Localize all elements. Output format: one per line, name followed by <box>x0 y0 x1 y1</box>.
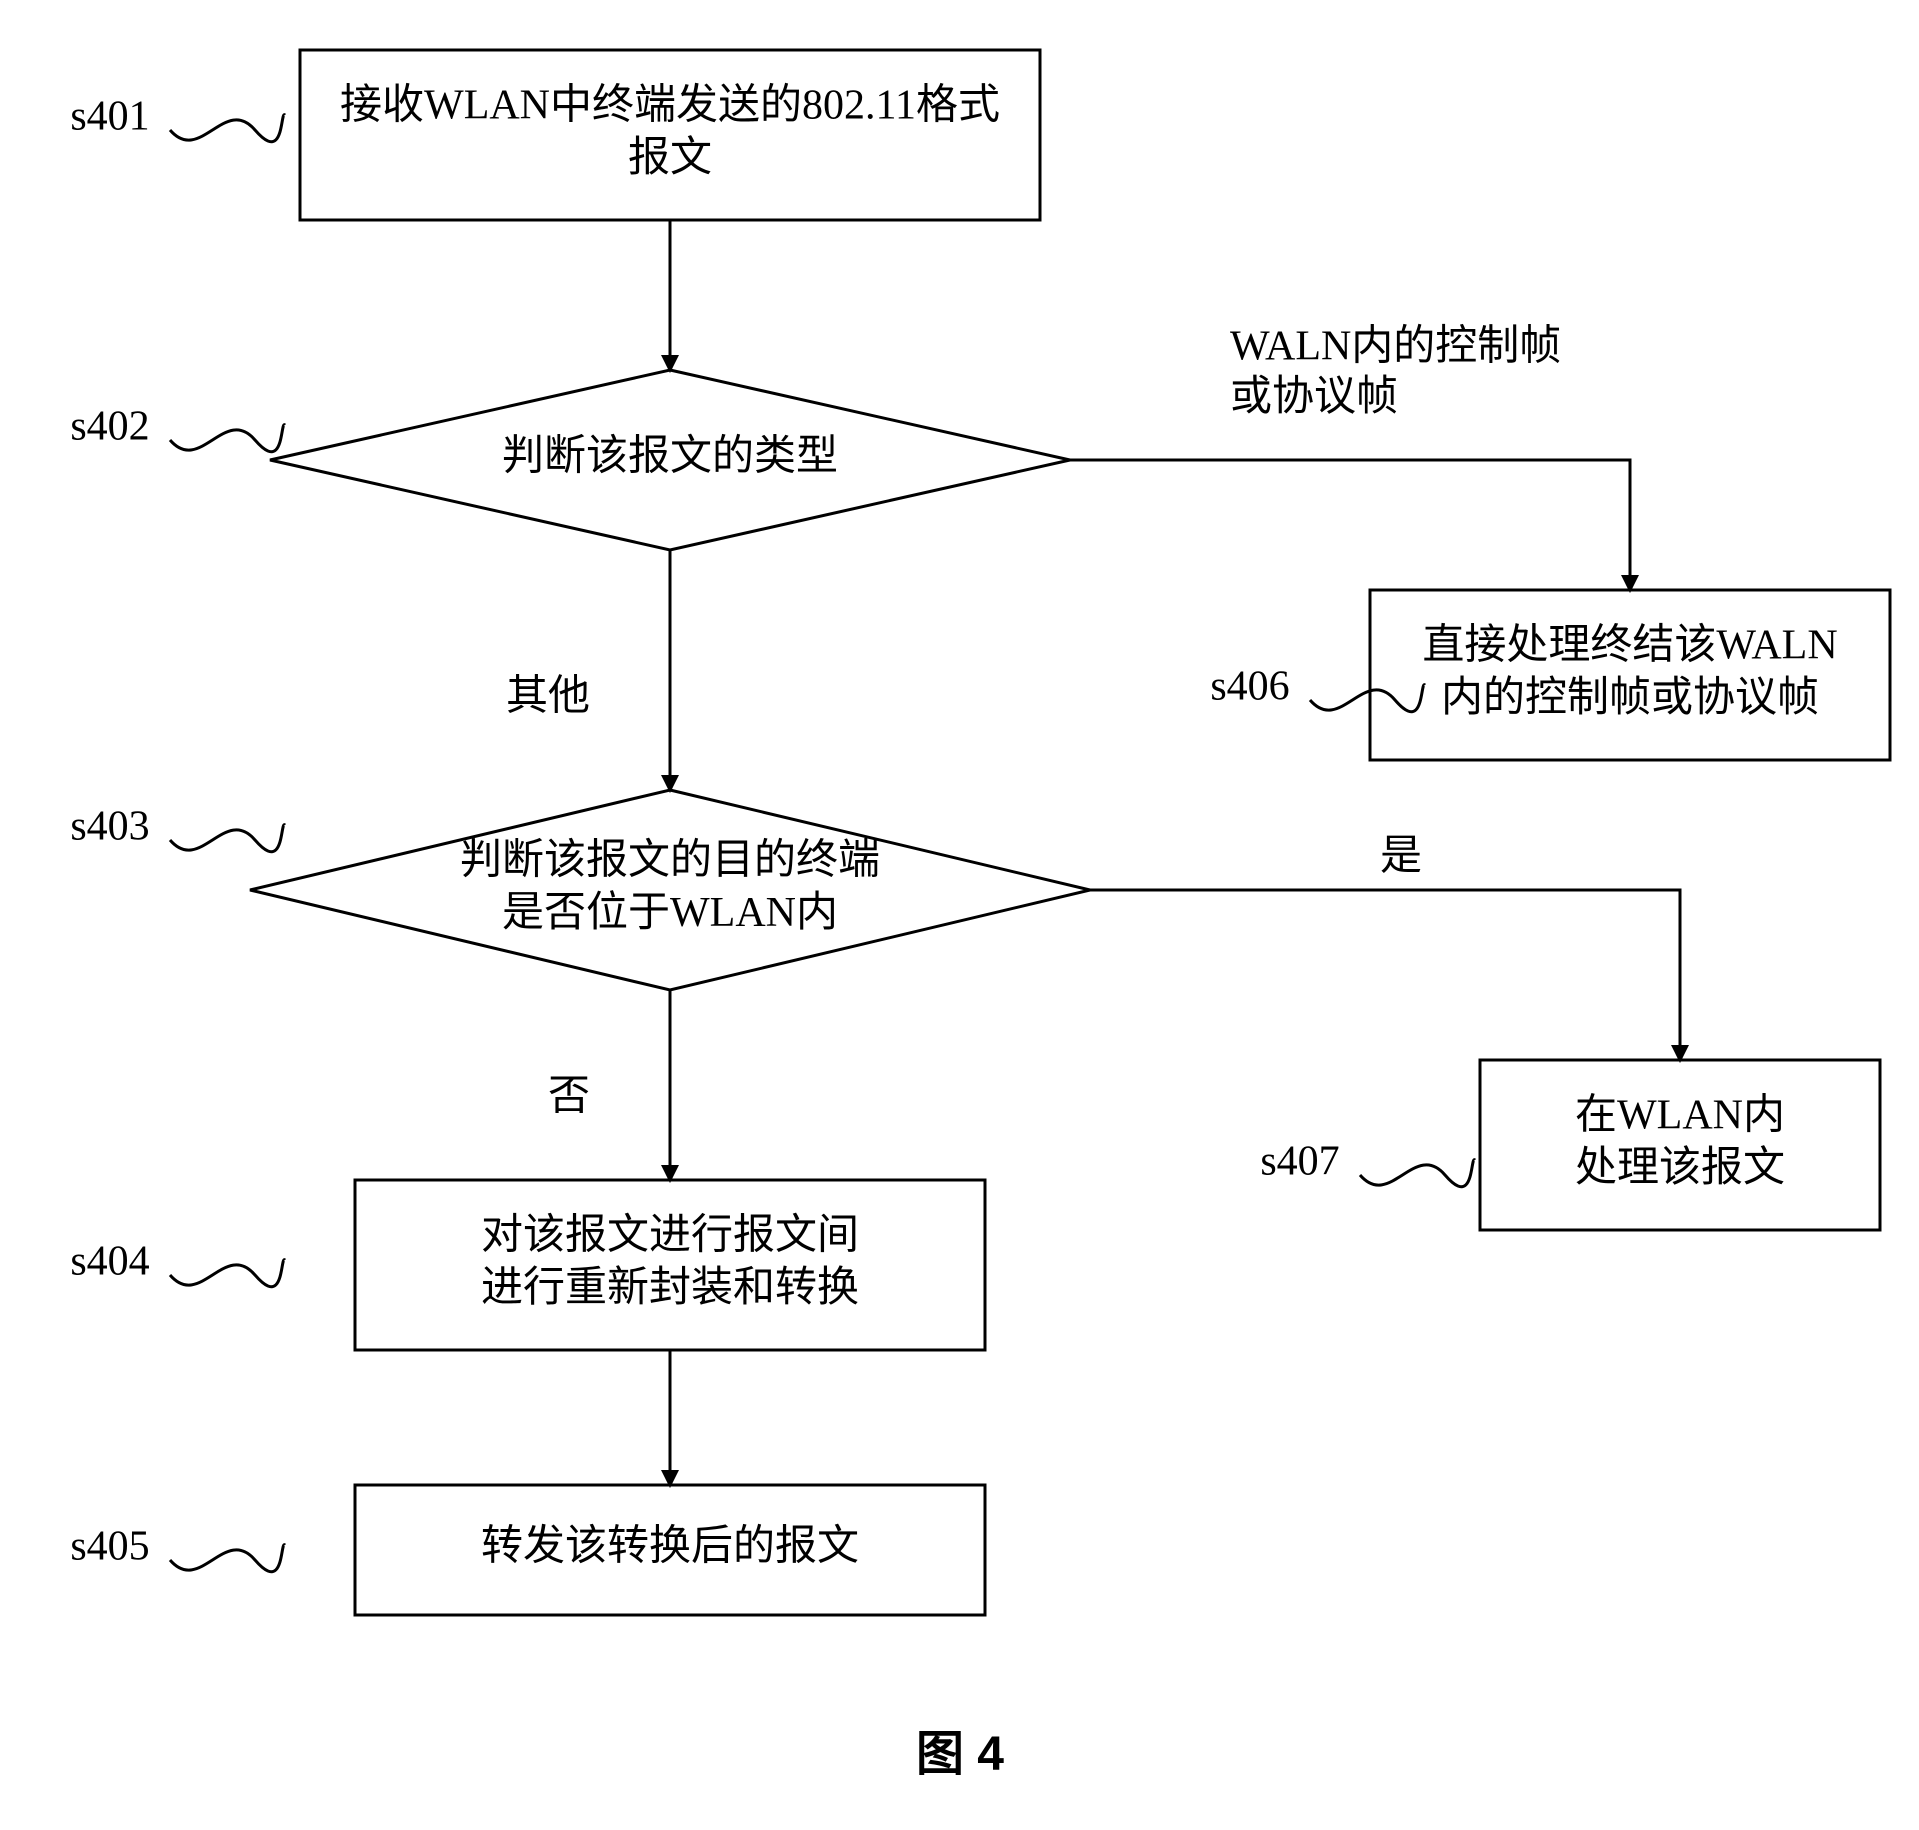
step-label-s406: s406 <box>1210 664 1289 710</box>
step-label-s403: s403 <box>70 804 149 850</box>
edge-label-4-line2: 或协议帧 <box>1230 374 1398 420</box>
node-text-s407-line1: 处理该报文 <box>1575 1144 1785 1191</box>
node-text-s401-line0: 接收WLAN中终端发送的802.11格式 <box>340 82 1000 128</box>
node-text-s401-line1: 报文 <box>628 134 712 181</box>
flowchart-diagram: 接收WLAN中终端发送的802.11格式报文判断该报文的类型判断该报文的目的终端… <box>0 0 1919 1830</box>
step-squiggle-s406 <box>1310 685 1425 712</box>
step-label-s402: s402 <box>70 404 149 450</box>
node-text-s402-line0: 判断该报文的类型 <box>502 433 838 480</box>
node-text-s403-line1: 是否位于WLAN内 <box>502 889 838 936</box>
node-text-s406-line0: 直接处理终结该WALN <box>1422 622 1837 668</box>
step-squiggle-s405 <box>170 1545 285 1572</box>
step-squiggle-s402 <box>170 425 285 452</box>
edge-5 <box>1090 890 1680 1060</box>
node-text-s403-line0: 判断该报文的目的终端 <box>460 836 880 883</box>
edge-label-5: 是 <box>1380 834 1422 880</box>
step-squiggle-s401 <box>170 115 285 142</box>
step-label-s407: s407 <box>1260 1139 1339 1185</box>
figure-label: 图 4 <box>916 1728 1004 1781</box>
edge-label-1: 其他 <box>506 674 590 720</box>
nodes-layer: 接收WLAN中终端发送的802.11格式报文判断该报文的类型判断该报文的目的终端… <box>250 50 1890 1615</box>
step-label-s401: s401 <box>70 94 149 140</box>
edge-label-4: WALN内的控制帧 <box>1230 324 1561 370</box>
node-text-s404-line1: 进行重新封装和转换 <box>481 1265 859 1311</box>
node-text-s404-line0: 对该报文进行报文间 <box>481 1211 859 1258</box>
step-label-s404: s404 <box>70 1239 149 1285</box>
node-text-s406-line1: 内的控制帧或协议帧 <box>1441 675 1819 721</box>
step-squiggle-s403 <box>170 825 285 852</box>
step-squiggle-s404 <box>170 1260 285 1287</box>
node-text-s407-line0: 在WLAN内 <box>1575 1092 1785 1138</box>
step-squiggle-s407 <box>1360 1160 1475 1187</box>
edge-4 <box>1070 460 1630 590</box>
edge-label-2: 否 <box>548 1074 590 1120</box>
step-label-s405: s405 <box>70 1524 149 1570</box>
node-text-s405-line0: 转发该转换后的报文 <box>481 1523 859 1570</box>
